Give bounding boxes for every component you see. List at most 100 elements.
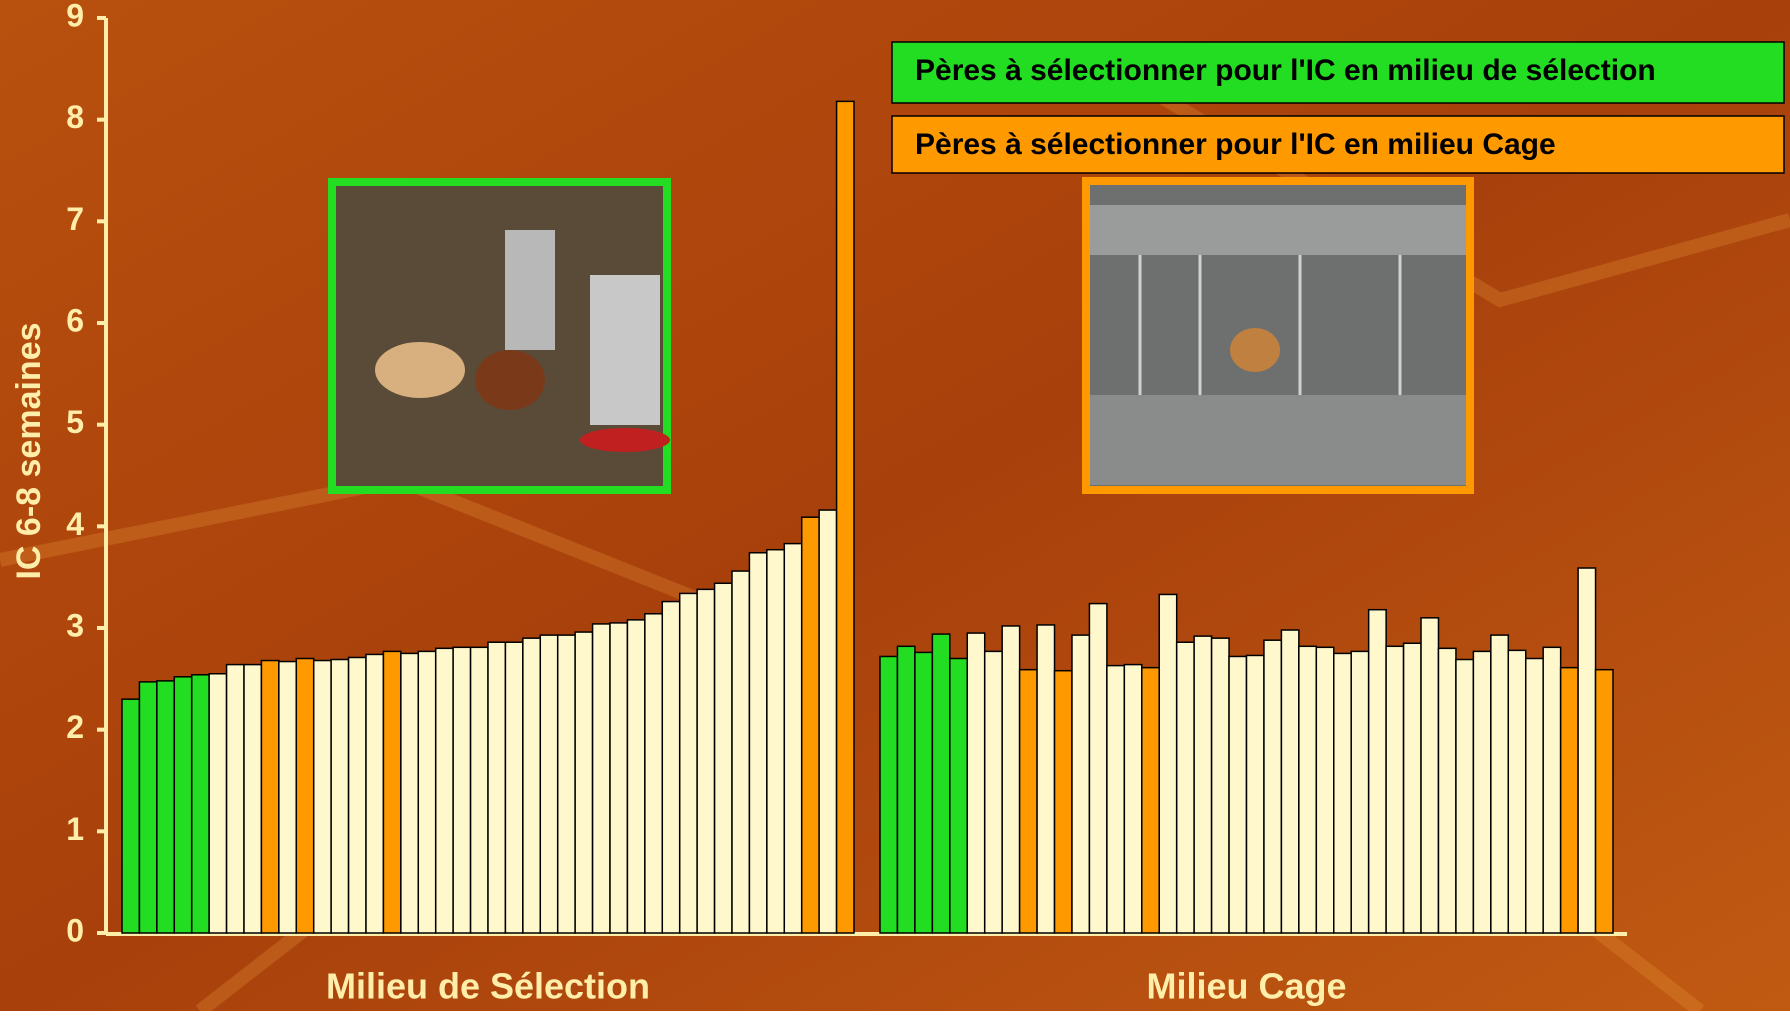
bar [434, 647, 454, 934]
bar [626, 619, 646, 934]
bar [1490, 634, 1510, 934]
bar [1455, 658, 1475, 934]
legend-label: Pères à sélectionner pour l'IC en milieu… [915, 54, 1656, 87]
y-axis-label: IC 6-8 semaines [10, 322, 48, 579]
bar [225, 663, 245, 934]
bar [1594, 668, 1614, 934]
bar [1193, 635, 1213, 934]
legend-box [891, 41, 1785, 104]
y-tick-label: 5 [66, 404, 84, 440]
bar [278, 660, 298, 934]
bar [347, 656, 367, 934]
bar [469, 646, 489, 934]
bar [1420, 617, 1440, 934]
y-tick-label: 9 [66, 0, 84, 33]
bar [1228, 655, 1248, 934]
y-tick-label: 2 [66, 709, 84, 745]
bar [1280, 629, 1300, 934]
bar [1315, 646, 1335, 934]
group-label: Milieu de Sélection [326, 966, 650, 1007]
bar [1158, 593, 1178, 934]
bar [879, 655, 899, 934]
bar [1298, 645, 1318, 934]
bar [190, 674, 210, 934]
bar [1507, 649, 1527, 934]
y-tick-label: 8 [66, 99, 84, 135]
bar [609, 622, 629, 934]
bar [1367, 608, 1387, 934]
bar [173, 676, 193, 934]
bar [766, 548, 786, 934]
bar [966, 632, 986, 934]
bar [1018, 668, 1038, 934]
y-tick-label: 0 [66, 912, 84, 948]
bar [1245, 654, 1265, 934]
bar [295, 657, 315, 934]
bar [417, 650, 437, 934]
photo-selection [328, 178, 671, 494]
bar [1123, 663, 1143, 934]
bar [452, 646, 472, 934]
bar [591, 623, 611, 934]
bar [1385, 645, 1405, 934]
bar [931, 633, 951, 934]
bar [312, 659, 332, 934]
bar [983, 650, 1003, 934]
bar [574, 631, 594, 934]
bar [731, 570, 751, 934]
bar [260, 659, 280, 934]
bar [121, 698, 141, 934]
bar [138, 681, 158, 934]
bar [1001, 625, 1021, 934]
bar [400, 652, 420, 934]
bar [783, 542, 803, 934]
y-tick-label: 6 [66, 302, 84, 338]
y-tick-label: 4 [66, 506, 84, 542]
bar [1333, 652, 1352, 934]
legend-box [891, 115, 1785, 174]
bar [1402, 642, 1422, 934]
bar [487, 641, 507, 934]
bar [696, 588, 716, 934]
legend-label: Pères à sélectionner pour l'IC en milieu… [915, 128, 1556, 161]
bar [1071, 634, 1091, 934]
bar [896, 645, 916, 934]
bar [556, 634, 576, 934]
bar [382, 650, 402, 934]
bar [1524, 657, 1544, 934]
bar [156, 680, 176, 934]
bar [713, 582, 733, 934]
bar [365, 653, 385, 934]
bar [949, 657, 969, 934]
y-tick-label: 1 [66, 811, 84, 847]
bar [504, 641, 524, 934]
bar [1053, 669, 1073, 934]
bar [1472, 650, 1492, 934]
bar [330, 658, 350, 934]
photo-cage [1082, 177, 1474, 494]
bar [539, 634, 559, 934]
bar [243, 663, 263, 934]
y-tick-label: 3 [66, 607, 84, 643]
bar [914, 651, 934, 934]
bar [1106, 664, 1126, 934]
bar [1036, 624, 1056, 934]
bar [1088, 602, 1108, 934]
bar [678, 592, 698, 934]
group-label: Milieu Cage [1146, 966, 1346, 1007]
bar [1542, 646, 1562, 934]
bar [644, 613, 664, 934]
bar [1263, 639, 1283, 934]
bar [1175, 641, 1195, 934]
bar [661, 600, 681, 934]
bar [1437, 647, 1457, 934]
bar [1577, 567, 1597, 934]
bar [818, 509, 838, 934]
bar [522, 637, 542, 934]
bar [208, 673, 228, 934]
bar [748, 552, 768, 934]
bar [1559, 666, 1579, 934]
y-tick-label: 7 [66, 201, 84, 237]
bar [835, 100, 855, 934]
